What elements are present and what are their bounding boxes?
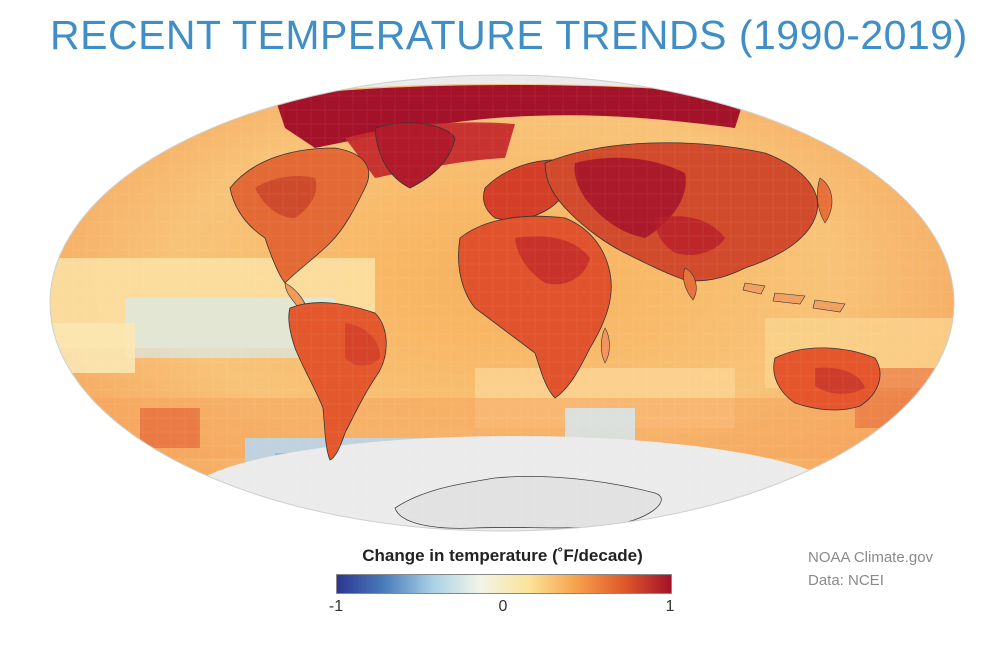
- map-svg: [49, 74, 955, 532]
- legend-tick-min: -1: [328, 598, 344, 615]
- legend-tick-max: 1: [665, 598, 675, 615]
- credit-data: Data: NCEI: [808, 572, 884, 589]
- colorbar: [336, 574, 672, 594]
- credit: NOAA Climate.gov Data: NCEI: [808, 546, 933, 592]
- world-temperature-map: [45, 68, 960, 538]
- legend-tick-zero: 0: [498, 598, 508, 615]
- legend-title: Change in temperature (˚F/decade): [362, 546, 643, 565]
- credit-source: NOAA Climate.gov: [808, 549, 934, 566]
- new-zealand: [909, 407, 926, 429]
- globe-outline: [49, 74, 955, 532]
- map-title: RECENT TEMPERATURE TRENDS (1990-2019): [50, 12, 968, 58]
- legend: Change in temperature (˚F/decade) -1 0 1: [320, 544, 680, 624]
